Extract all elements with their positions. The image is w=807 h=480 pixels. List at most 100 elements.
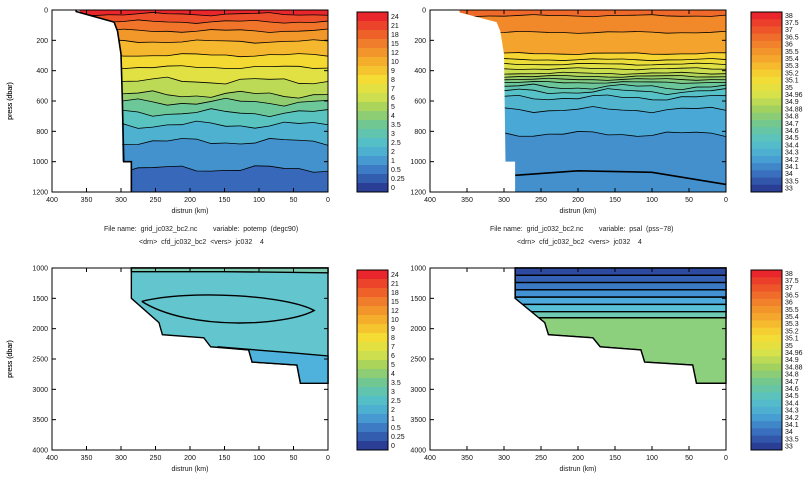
y-tick-label: 1000 xyxy=(410,266,426,273)
colorbar-label: 37 xyxy=(785,27,793,34)
contour-band xyxy=(514,310,727,319)
file-caption-right: File name: grid_jc032_bc2.nc variable: p… xyxy=(490,226,674,233)
colorbar-swatch xyxy=(751,134,782,143)
colorbar-4: 3837.53736.53635.535.435.335.235.13534.9… xyxy=(750,269,803,451)
colorbar-label: 21 xyxy=(391,23,399,30)
y-tick-label: 1200 xyxy=(32,190,48,197)
y-tick-label: 2000 xyxy=(410,326,426,333)
colorbar-swatch xyxy=(751,327,782,336)
colorbar-label: 34.9 xyxy=(785,99,799,106)
contour-band xyxy=(459,78,726,84)
panel-3: 400 350 300 250 200 150 100 50 01000150020002500… xyxy=(7,266,330,474)
y-tick-label: 2500 xyxy=(410,357,426,364)
colorbar-label: 12 xyxy=(391,50,399,57)
y-axis-label: press (dbar) xyxy=(7,82,14,120)
contour-band xyxy=(459,52,726,62)
x-tick-label: 200 xyxy=(572,455,584,462)
colorbar-label: 3 xyxy=(391,131,395,138)
colorbar-label: 34.5 xyxy=(785,135,799,142)
colorbar-label: 36 xyxy=(785,42,793,49)
colorbar-label: 3 xyxy=(391,389,395,396)
colorbar-label: 34.4 xyxy=(785,142,799,149)
bathymetry-line xyxy=(514,268,726,384)
contour-band xyxy=(79,54,328,70)
colorbar-label: 2 xyxy=(391,407,395,414)
x-tick-label: 400 xyxy=(424,455,436,462)
y-tick-label: 0 xyxy=(44,8,48,15)
y-axis-label: press (dbar) xyxy=(7,340,14,378)
colorbar-label: 0.25 xyxy=(391,434,405,441)
colorbar-swatch xyxy=(751,48,782,56)
contour-band xyxy=(79,138,328,173)
colorbar-swatch xyxy=(357,441,388,451)
colorbar-swatch xyxy=(751,163,782,171)
colorbar-swatch xyxy=(751,33,782,42)
colorbar-swatch xyxy=(751,177,782,186)
x-tick-label: 100 xyxy=(646,197,658,204)
colorbar-swatch xyxy=(357,147,388,157)
contour-band xyxy=(79,77,328,100)
contour-band xyxy=(459,131,726,192)
colorbar-label: 6 xyxy=(391,95,395,102)
colorbar-label: 3.5 xyxy=(391,380,401,387)
colorbar-swatch xyxy=(751,148,782,157)
colorbar-swatch xyxy=(357,156,388,166)
contour-band xyxy=(514,289,727,298)
colorbar-swatch xyxy=(357,369,388,379)
x-tick-label: 0 xyxy=(724,455,728,462)
colorbar-swatch xyxy=(357,138,388,148)
contour-band xyxy=(79,166,328,192)
colorbar-label: 34.8 xyxy=(785,372,799,379)
colorbar-label: 9 xyxy=(391,68,395,75)
colorbar-swatch xyxy=(751,98,782,107)
colorbar-swatch xyxy=(357,129,388,139)
y-tick-label: 1000 xyxy=(32,266,48,273)
contour-band xyxy=(79,10,328,17)
colorbar-label: 36.5 xyxy=(785,34,799,41)
y-tick-label: 1200 xyxy=(410,190,426,197)
colorbar-swatch xyxy=(751,363,782,372)
x-axis-label: distrun (km) xyxy=(560,208,597,215)
contour-line xyxy=(141,294,316,324)
contour-band xyxy=(79,98,328,118)
x-tick-label: 200 xyxy=(572,197,584,204)
x-tick-label: 350 xyxy=(461,455,473,462)
colorbar-label: 24 xyxy=(391,272,399,279)
x-tick-label: 400 xyxy=(46,197,58,204)
colorbar-label: 33 xyxy=(785,186,793,193)
colorbar-swatch xyxy=(751,342,782,350)
colorbar-label: 34.2 xyxy=(785,157,799,164)
contour-band xyxy=(217,346,329,384)
colorbar-label: 33 xyxy=(785,444,793,451)
colorbar-label: 3.5 xyxy=(391,122,401,129)
contour-band xyxy=(459,106,726,138)
colorbar-label: 34.5 xyxy=(785,393,799,400)
colorbar-label: 15 xyxy=(391,41,399,48)
colorbar-label: 12 xyxy=(391,308,399,315)
y-tick-label: 0 xyxy=(422,8,426,15)
colorbar-label: 34.4 xyxy=(785,400,799,407)
colorbar-swatch xyxy=(751,55,782,63)
colorbar-label: 35.2 xyxy=(785,70,799,77)
colorbar-label: 34.3 xyxy=(785,408,799,415)
colorbar-swatch xyxy=(357,111,388,121)
panel-4: 400 350 300 250 200 150 100 50 01000150020002500… xyxy=(7,266,728,474)
colorbar-swatch xyxy=(357,30,388,40)
colorbar-label: 0.25 xyxy=(391,176,405,183)
y-tick-label: 400 xyxy=(414,68,426,75)
colorbar-label: 35.3 xyxy=(785,63,799,70)
colorbar-label: 0 xyxy=(391,443,395,450)
colorbar-swatch xyxy=(751,442,782,451)
colorbar-swatch xyxy=(751,298,782,307)
colorbar-label: 37 xyxy=(785,285,793,292)
colorbar-frame xyxy=(750,11,783,193)
contour-line xyxy=(79,28,329,34)
colorbar-label: 0.5 xyxy=(391,167,401,174)
x-tick-label: 0 xyxy=(326,197,330,204)
y-tick-label: 4000 xyxy=(32,448,48,455)
y-tick-label: 1000 xyxy=(32,159,48,166)
x-tick-label: 100 xyxy=(253,197,265,204)
contour-band xyxy=(79,40,328,58)
